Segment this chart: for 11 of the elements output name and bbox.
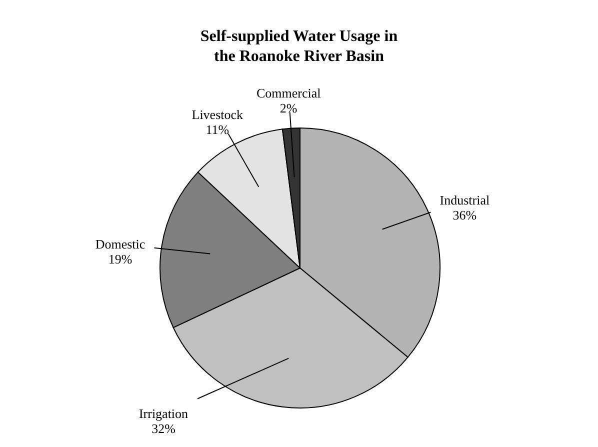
chart-title: Self-supplied Water Usage in the Roanoke River Basin [200, 28, 398, 65]
data-label: 32% [152, 420, 176, 436]
data-label: 36% [452, 207, 477, 222]
data-label: 11% [206, 122, 230, 137]
slice-label: Irrigation [138, 406, 189, 421]
data-label: 2% [280, 100, 298, 116]
slice-label: Domestic [95, 236, 146, 252]
slice-label: Commercial [256, 85, 322, 100]
slice-label: Livestock [192, 106, 244, 122]
data-label: 19% [108, 251, 132, 266]
slice-label: Industrial [440, 192, 490, 208]
